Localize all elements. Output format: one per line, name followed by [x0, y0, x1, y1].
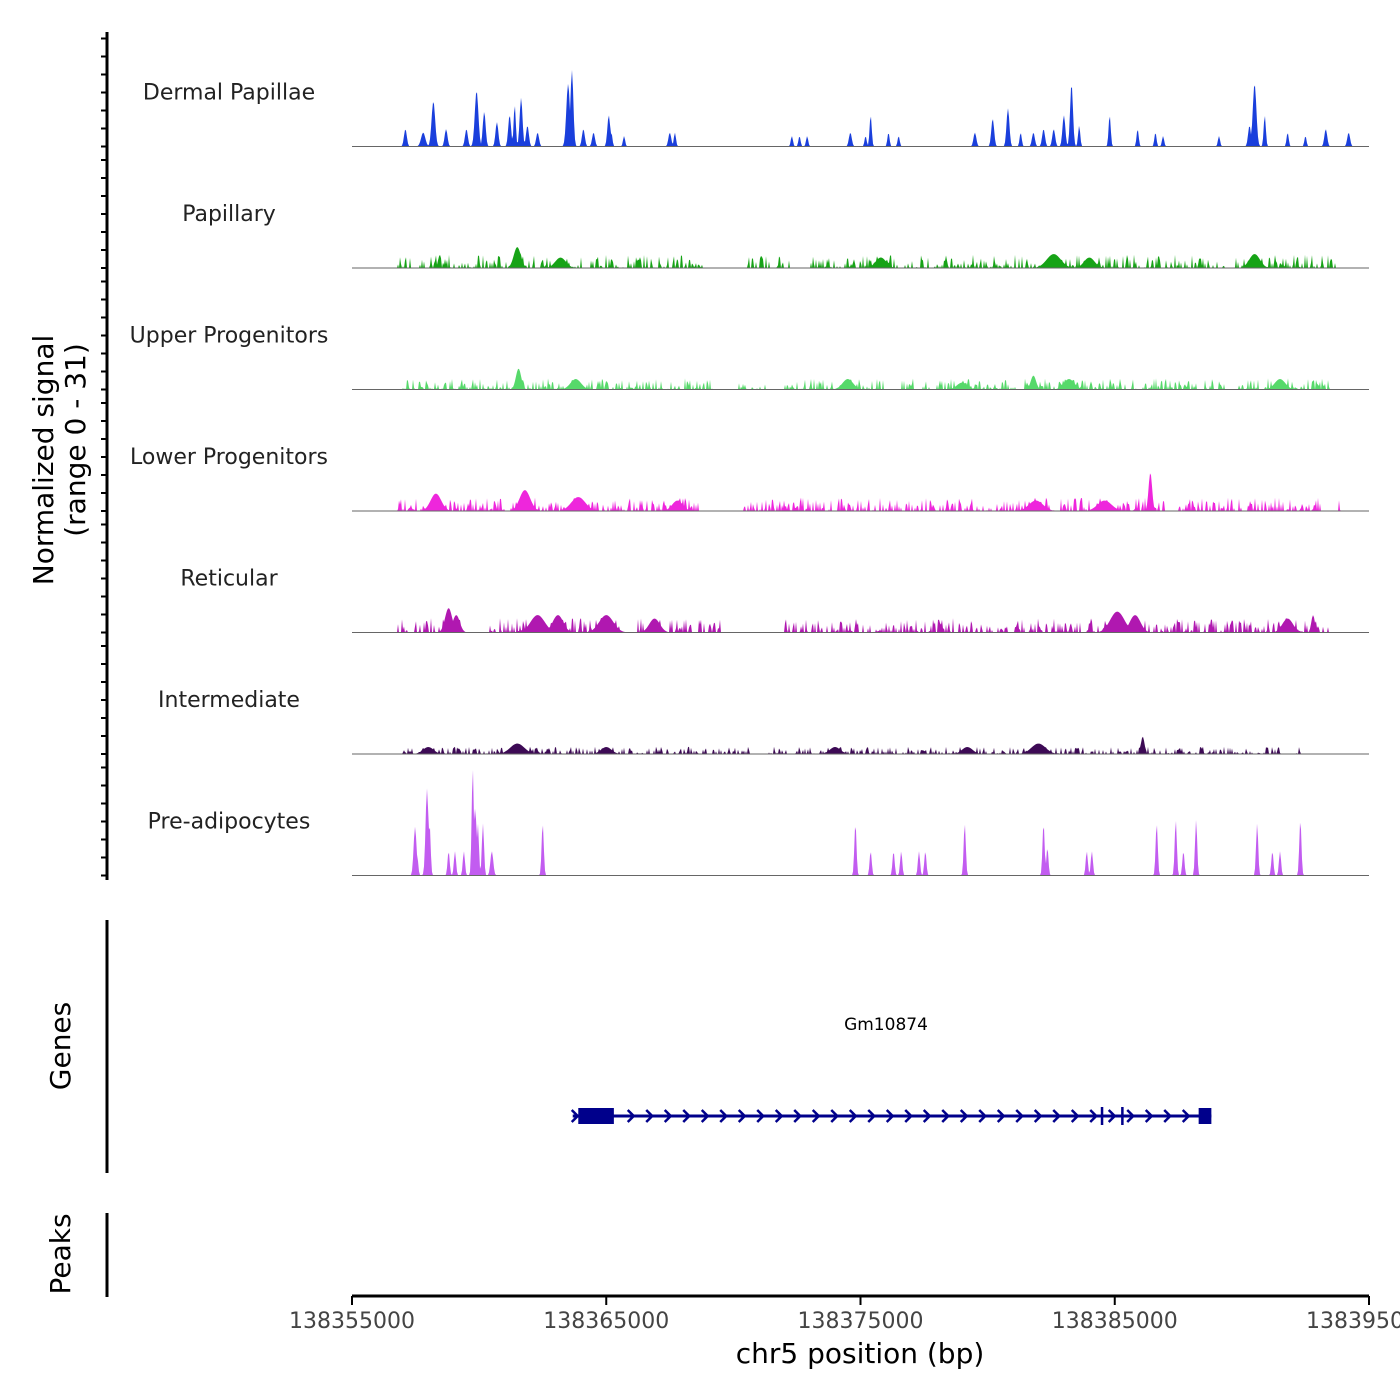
strand-arrow — [830, 1109, 840, 1123]
gene-exon — [1198, 1108, 1212, 1124]
signal-area — [352, 770, 1369, 876]
gene-name-label: Gm10874 — [844, 1015, 928, 1035]
strand-arrow — [1163, 1109, 1173, 1123]
strand-arrow — [959, 1109, 969, 1123]
track-reticular: Reticular — [180, 567, 1369, 633]
signal-area — [352, 368, 1369, 390]
strand-arrow — [922, 1109, 932, 1123]
signal-area — [352, 736, 1369, 754]
x-tick-label: 138385000 — [1052, 1309, 1178, 1334]
strand-arrow — [978, 1109, 988, 1123]
track-lower-progenitors: Lower Progenitors — [130, 445, 1369, 512]
strand-arrow — [570, 1109, 580, 1123]
strand-arrow — [756, 1109, 766, 1123]
strand-arrow — [1089, 1109, 1099, 1123]
track-label: Pre-adipocytes — [148, 810, 311, 835]
strand-arrow — [1052, 1109, 1062, 1123]
gene-model — [570, 1107, 1212, 1125]
peaks-panel-label: Peaks — [44, 1213, 77, 1294]
strand-arrow — [774, 1109, 784, 1123]
genes-panel-label: Genes — [44, 1002, 77, 1090]
strand-arrow — [904, 1109, 914, 1123]
strand-arrow — [645, 1109, 655, 1123]
x-axis-label: chr5 position (bp) — [736, 1337, 985, 1370]
gene-exon — [578, 1108, 614, 1124]
signal-area — [352, 69, 1369, 147]
strand-arrow — [1070, 1109, 1080, 1123]
x-tick-label: 138395000 — [1306, 1309, 1400, 1334]
strand-arrow — [885, 1109, 895, 1123]
signal-area — [352, 608, 1369, 633]
signal-area — [352, 473, 1369, 511]
strand-arrow — [719, 1109, 729, 1123]
track-dermal-papillae: Dermal Papillae — [143, 69, 1369, 147]
strand-arrow — [1107, 1109, 1117, 1123]
strand-arrow — [1033, 1109, 1043, 1123]
x-tick-label: 138355000 — [289, 1309, 415, 1334]
signal-y-axis — [101, 32, 109, 880]
track-pre-adipocytes: Pre-adipocytes — [148, 770, 1369, 876]
strand-arrow — [663, 1109, 673, 1123]
track-intermediate: Intermediate — [158, 688, 1369, 755]
track-label: Papillary — [182, 202, 276, 227]
strand-arrow — [700, 1109, 710, 1123]
track-label: Intermediate — [158, 688, 300, 713]
x-tick-label: 138365000 — [543, 1309, 669, 1334]
strand-arrow — [1015, 1109, 1025, 1123]
strand-arrow — [1144, 1109, 1154, 1123]
strand-arrow — [1181, 1109, 1191, 1123]
track-label: Reticular — [180, 567, 278, 592]
strand-arrow — [737, 1109, 747, 1123]
strand-arrow — [941, 1109, 951, 1123]
track-papillary: Papillary — [182, 202, 1369, 269]
strand-arrow — [682, 1109, 692, 1123]
y-axis-label-line1: Normalized signal — [27, 335, 60, 586]
signal-area — [352, 247, 1369, 268]
strand-arrow — [996, 1109, 1006, 1123]
x-axis-ticks: 138355000 138365000 138375000 138385000 1383… — [289, 1296, 1400, 1334]
strand-arrow — [793, 1109, 803, 1123]
strand-arrow — [626, 1109, 636, 1123]
strand-arrow — [848, 1109, 858, 1123]
y-axis-label-line2: (range 0 - 31) — [59, 343, 92, 537]
strand-arrow — [867, 1109, 877, 1123]
track-upper-progenitors: Upper Progenitors — [130, 324, 1369, 390]
track-label: Upper Progenitors — [130, 324, 329, 349]
x-tick-label: 138375000 — [798, 1309, 924, 1334]
track-label: Lower Progenitors — [130, 445, 328, 470]
signal-tracks: Dermal Papillae Papillary Upper Progenitor… — [130, 69, 1369, 876]
strand-arrow — [811, 1109, 821, 1123]
track-label: Dermal Papillae — [143, 81, 315, 106]
strand-arrow — [1126, 1109, 1136, 1123]
